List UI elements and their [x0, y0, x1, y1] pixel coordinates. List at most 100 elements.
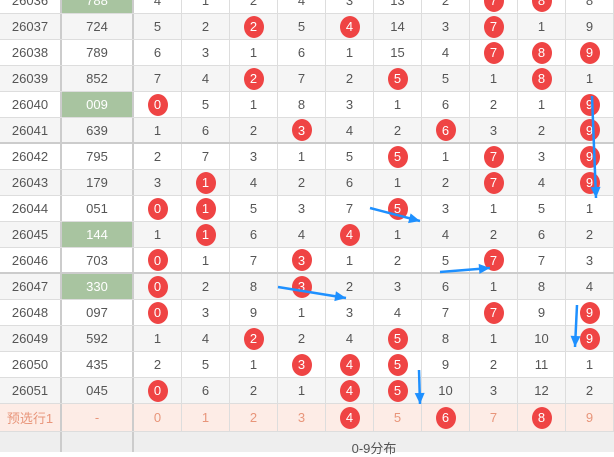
digit-cell-9: 3	[566, 248, 614, 272]
digit-cell-0: 0	[134, 248, 182, 272]
digit-cell-0: 2	[134, 352, 182, 377]
digit-cell-2: 7	[230, 248, 278, 272]
number-cell: 097	[62, 300, 134, 325]
number-cell: 852	[62, 66, 134, 91]
digit-cell-7: 1	[470, 326, 518, 351]
hit-ball: 3	[291, 119, 312, 141]
digit-cell-7: 7	[470, 0, 518, 13]
hit-ball: 0	[147, 301, 168, 324]
hit-ball: 7	[483, 145, 504, 168]
digit-cell-4: 4	[326, 326, 374, 351]
number-cell: 179	[62, 170, 134, 195]
number-cell: 330	[62, 274, 134, 299]
digit-cell-6: 6	[422, 92, 470, 117]
digit-cell-7: 2	[470, 352, 518, 377]
digit-cell-8: 8	[518, 404, 566, 431]
hit-ball: 2	[243, 67, 264, 90]
digit-cell-3: 1	[278, 144, 326, 169]
table-row[interactable]: 26041 639 1 6 2 3 4 2 6 3 2 9	[0, 118, 614, 144]
hit-ball: 0	[147, 275, 168, 298]
number-cell: 045	[62, 378, 134, 403]
digit-cell-3: 3	[278, 248, 326, 272]
digit-cell-5: 13	[374, 0, 422, 13]
table-row[interactable]: 26048 097 0 3 9 1 3 4 7 7 9 9	[0, 300, 614, 326]
digit-cell-6: 5	[422, 66, 470, 91]
digit-cell-8: 4	[518, 170, 566, 195]
hit-ball: 9	[579, 145, 600, 168]
digit-cell-4: 3	[326, 92, 374, 117]
digit-cell-1: 7	[182, 144, 230, 169]
hit-ball: 9	[579, 93, 600, 116]
digit-cell-4: 7	[326, 196, 374, 221]
table-row[interactable]: 26050 435 2 5 1 3 4 5 9 2 11 1	[0, 352, 614, 378]
table-row[interactable]: 26036 788 4 1 2 4 3 13 2 7 8 8	[0, 0, 614, 14]
period-cell: 26040	[0, 92, 62, 117]
digit-cell-0: 0	[134, 300, 182, 325]
period-cell: 26044	[0, 196, 62, 221]
digit-cell-8: 2	[518, 118, 566, 142]
table-row[interactable]: 26038 789 6 3 1 6 1 15 4 7 8 9	[0, 40, 614, 66]
digit-cell-4: 5	[326, 144, 374, 169]
preselect-row[interactable]: 预选行1-0 1 2 3 4 5 6 7 8 9	[0, 404, 614, 432]
digit-cell-0: 0	[134, 274, 182, 299]
digit-cell-5: 5	[374, 352, 422, 377]
digit-cell-3: 5	[278, 14, 326, 39]
digit-cell-9: 9	[566, 40, 614, 65]
hit-ball: 5	[387, 327, 408, 350]
digit-cell-5: 14	[374, 14, 422, 39]
table-row[interactable]: 26040 009 0 5 1 8 3 1 6 2 1 9	[0, 92, 614, 118]
digit-cell-0: 0	[134, 378, 182, 403]
table-row[interactable]: 26037 724 5 2 2 5 4 14 3 7 1 9	[0, 14, 614, 40]
digit-cell-9: 9	[566, 170, 614, 195]
digit-cell-7: 3	[470, 378, 518, 403]
digit-cell-6: 8	[422, 326, 470, 351]
digit-cell-2: 5	[230, 196, 278, 221]
digit-cell-5: 5	[374, 144, 422, 169]
digit-cell-4: 4	[326, 352, 374, 377]
digit-cell-4: 4	[326, 378, 374, 403]
digit-cell-7: 1	[470, 196, 518, 221]
hit-ball: 7	[483, 0, 504, 12]
period-cell: 26036	[0, 0, 62, 13]
digit-cell-3: 3	[278, 352, 326, 377]
hit-ball: 9	[579, 301, 600, 324]
number-cell: 724	[62, 14, 134, 39]
digit-cell-5: 5	[374, 326, 422, 351]
period-cell: 26043	[0, 170, 62, 195]
table-row[interactable]: 26039 852 7 4 2 7 2 5 5 1 8 1	[0, 66, 614, 92]
table-row[interactable]: 26046 703 0 1 7 3 1 2 5 7 7 3	[0, 248, 614, 274]
digit-cell-2: 2	[230, 378, 278, 403]
hit-ball: 7	[483, 171, 504, 194]
hit-ball: 6	[435, 406, 456, 429]
period-cell: 26041	[0, 118, 62, 142]
digit-cell-7: 2	[470, 92, 518, 117]
digit-cell-9: 9	[566, 118, 614, 142]
distribution-label: 0-9分布	[351, 441, 397, 456]
digit-cell-4: 2	[326, 66, 374, 91]
digit-cell-2: 2	[230, 0, 278, 13]
hit-ball: 1	[195, 223, 216, 246]
digit-cell-9: 9	[566, 404, 614, 431]
digit-cell-4: 1	[326, 40, 374, 65]
digit-cell-4: 3	[326, 300, 374, 325]
digit-cell-3: 3	[278, 118, 326, 142]
digit-cell-8: 8	[518, 40, 566, 65]
table-row[interactable]: 26047 330 0 2 8 3 2 3 6 1 8 4	[0, 274, 614, 300]
table-row[interactable]: 26044 051 0 1 5 3 7 5 3 1 5 1	[0, 196, 614, 222]
digit-cell-7: 1	[470, 66, 518, 91]
number-cell: 144	[62, 222, 134, 247]
footer-blank	[62, 432, 134, 452]
digit-cell-3: 3	[278, 196, 326, 221]
table-row[interactable]: 26051 045 0 6 2 1 4 5 10 3 12 2	[0, 378, 614, 404]
digit-cell-1: 1	[182, 170, 230, 195]
table-row[interactable]: 26049 592 1 4 2 2 4 5 8 1 10 9	[0, 326, 614, 352]
hit-ball: 2	[243, 327, 264, 350]
digit-cell-6: 2	[422, 0, 470, 13]
table-row[interactable]: 26043 179 3 1 4 2 6 1 2 7 4 9	[0, 170, 614, 196]
table-row[interactable]: 26045 144 1 1 6 4 4 1 4 2 6 2	[0, 222, 614, 248]
table-row[interactable]: 26042 795 2 7 3 1 5 5 1 7 3 9	[0, 144, 614, 170]
digit-cell-8: 11	[518, 352, 566, 377]
digit-cell-7: 3	[470, 118, 518, 142]
digit-cell-8: 6	[518, 222, 566, 247]
hit-ball: 3	[291, 249, 312, 271]
